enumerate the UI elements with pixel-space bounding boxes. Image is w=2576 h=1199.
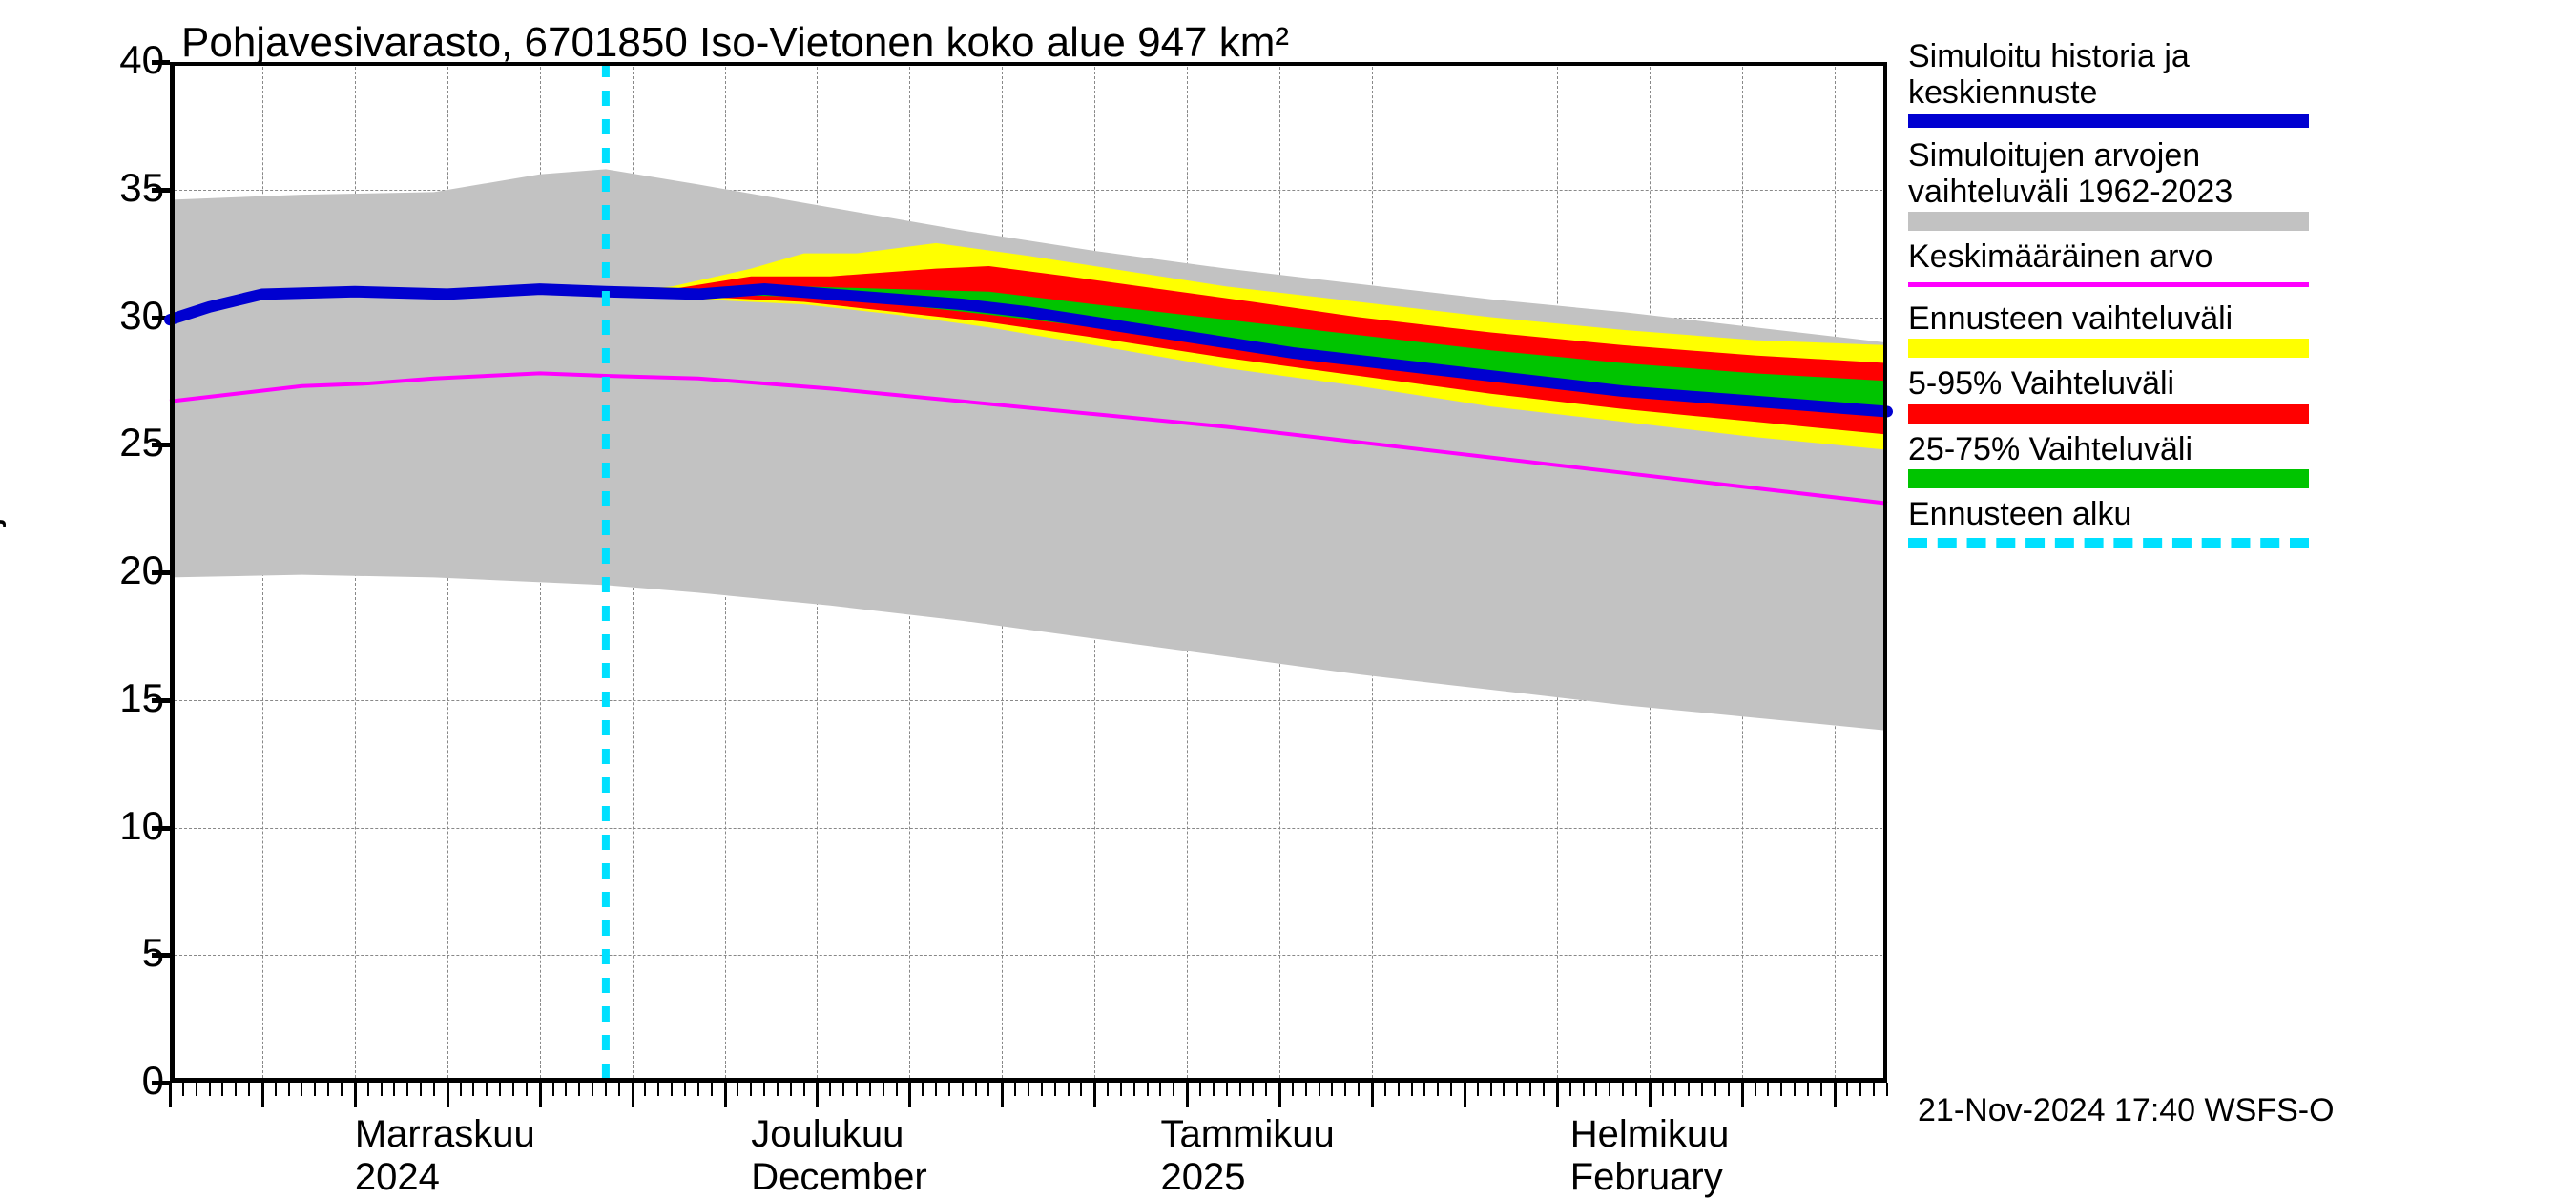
legend-item-1: Simuloitujen arvojenvaihteluväli 1962-20… (1908, 137, 2557, 231)
legend-swatch (1908, 339, 2309, 358)
legend-item-5: 25-75% Vaihteluväli (1908, 431, 2557, 488)
legend-swatch (1908, 404, 2309, 424)
legend-swatch-dashed (1908, 538, 2309, 548)
legend-text: Simuloitu historia jakeskiennuste (1908, 38, 2557, 111)
legend-text: Simuloitujen arvojenvaihteluväli 1962-20… (1908, 137, 2557, 210)
y-axis-label: Pohjavesivarasto / Groundwater storage m… (0, 0, 8, 594)
chart-title: Pohjavesivarasto, 6701850 Iso-Vietonen k… (181, 19, 1289, 67)
legend-text: Keskimääräinen arvo (1908, 238, 2557, 275)
footer-timestamp: 21-Nov-2024 17:40 WSFS-O (1918, 1092, 2335, 1129)
legend-swatch (1908, 212, 2309, 231)
legend-item-3: Ennusteen vaihteluväli (1908, 300, 2557, 358)
legend-item-4: 5-95% Vaihteluväli (1908, 365, 2557, 423)
legend-text: Ennusteen vaihteluväli (1908, 300, 2557, 337)
legend-text: 5-95% Vaihteluväli (1908, 365, 2557, 402)
plot-border (170, 62, 1887, 1083)
legend-swatch (1908, 114, 2309, 128)
legend-item-6: Ennusteen alku (1908, 496, 2557, 548)
legend-item-0: Simuloitu historia jakeskiennuste (1908, 38, 2557, 128)
legend-swatch (1908, 282, 2309, 287)
legend-item-2: Keskimääräinen arvo (1908, 238, 2557, 287)
legend-swatch (1908, 469, 2309, 488)
chart-container: Pohjavesivarasto, 6701850 Iso-Vietonen k… (0, 0, 2576, 1145)
legend-text: 25-75% Vaihteluväli (1908, 431, 2557, 467)
legend: Simuloitu historia jakeskiennuste Simuloi… (1908, 38, 2557, 557)
legend-text: Ennusteen alku (1908, 496, 2557, 532)
